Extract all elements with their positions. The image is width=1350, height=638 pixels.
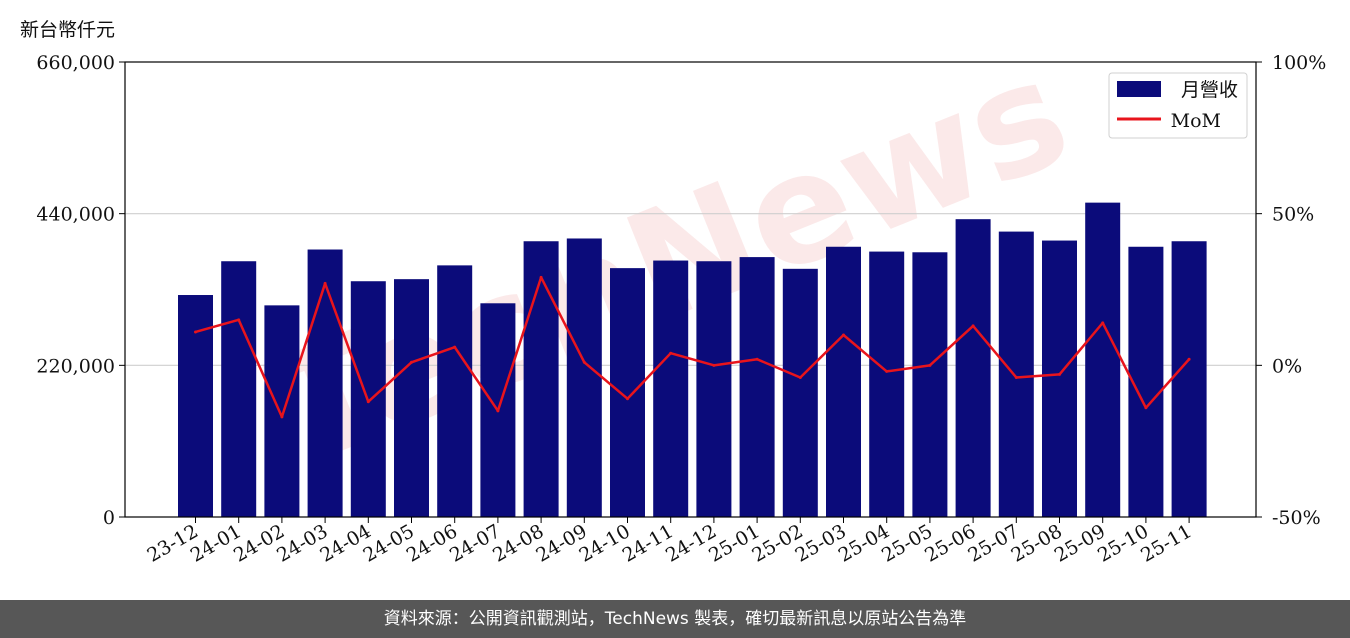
bar-25-07	[998, 231, 1034, 517]
legend-swatch-bar	[1117, 81, 1161, 97]
mom-point-25-08	[1058, 372, 1061, 376]
mom-series-line	[195, 276, 1191, 419]
legend-label-revenue: 月營收	[1181, 79, 1238, 101]
x-tick-label: 25-11	[1137, 520, 1195, 566]
left-tick-label: 220,000	[36, 355, 115, 377]
right-axis-ticks: -50% 0% 50% 100%	[1256, 52, 1326, 529]
bar-25-04	[869, 251, 905, 518]
right-tick-label: 50%	[1272, 204, 1314, 226]
mom-point-24-02	[280, 415, 284, 419]
mom-point-24-07	[496, 409, 500, 413]
mom-point-25-09	[1101, 321, 1105, 325]
left-tick-label: 440,000	[36, 204, 115, 226]
bar-24-03	[307, 249, 343, 518]
legend-label-mom: MoM	[1171, 110, 1221, 132]
mom-point-24-04	[366, 400, 370, 404]
mom-point-24-06	[453, 345, 457, 349]
left-tick-label: 660,000	[36, 52, 115, 74]
bar-24-09	[566, 238, 602, 517]
bar-25-09	[1085, 202, 1121, 518]
bar-24-01	[221, 261, 257, 517]
bar-25-06	[955, 219, 991, 517]
mom-point-25-04	[885, 369, 889, 373]
bar-25-08	[1042, 240, 1077, 517]
mom-point-25-07	[1014, 375, 1018, 379]
right-tick-label: -50%	[1272, 507, 1321, 529]
mom-line	[194, 275, 1191, 419]
bar-24-05	[394, 279, 429, 517]
bar-25-11	[1171, 241, 1207, 517]
mom-point-25-06	[971, 324, 975, 328]
bar-25-10	[1128, 246, 1164, 517]
mom-point-25-02	[798, 375, 802, 379]
mom-point-25-03	[842, 333, 845, 337]
mom-point-24-11	[669, 351, 673, 355]
mom-point-24-05	[410, 360, 413, 364]
mom-point-24-09	[582, 360, 586, 364]
bar-25-03	[826, 246, 861, 517]
mom-point-24-08	[539, 275, 543, 279]
bar-24-12	[696, 261, 732, 517]
mom-point-24-03	[323, 281, 327, 285]
left-tick-label: 0	[103, 507, 115, 529]
source-footer: 資料來源：公開資訊觀測站，TechNews 製表，確切最新訊息以原站公告為準	[0, 600, 1350, 638]
mom-point-24-10	[626, 397, 629, 401]
bar-24-08	[523, 241, 559, 517]
bar-24-11	[653, 260, 689, 517]
mom-point-24-01	[237, 318, 241, 322]
mom-point-25-10	[1144, 406, 1148, 410]
bar-24-02	[264, 305, 300, 517]
right-tick-label: 0%	[1272, 355, 1302, 377]
bar-24-06	[437, 265, 473, 517]
mom-point-23-12	[194, 330, 197, 334]
right-tick-label: 100%	[1272, 52, 1326, 74]
mom-point-25-01	[755, 357, 759, 361]
legend: 月營收 MoM	[1108, 72, 1248, 139]
bars	[178, 202, 1207, 518]
mom-point-25-11	[1187, 357, 1191, 361]
bar-25-02	[782, 268, 818, 517]
mom-point-24-12	[712, 363, 716, 367]
plot-frame	[124, 61, 1257, 518]
y-axis-unit-label: 新台幣仟元	[20, 19, 116, 41]
bar-25-01	[739, 257, 775, 517]
x-axis-ticks: 23-1224-0124-0224-0324-0424-0524-0624-07…	[144, 517, 1196, 567]
bar-25-05	[912, 252, 948, 518]
bar-24-10	[610, 268, 645, 517]
left-axis-ticks: 0 220,000 440,000 660,000	[36, 52, 125, 529]
mom-point-25-05	[928, 363, 932, 367]
